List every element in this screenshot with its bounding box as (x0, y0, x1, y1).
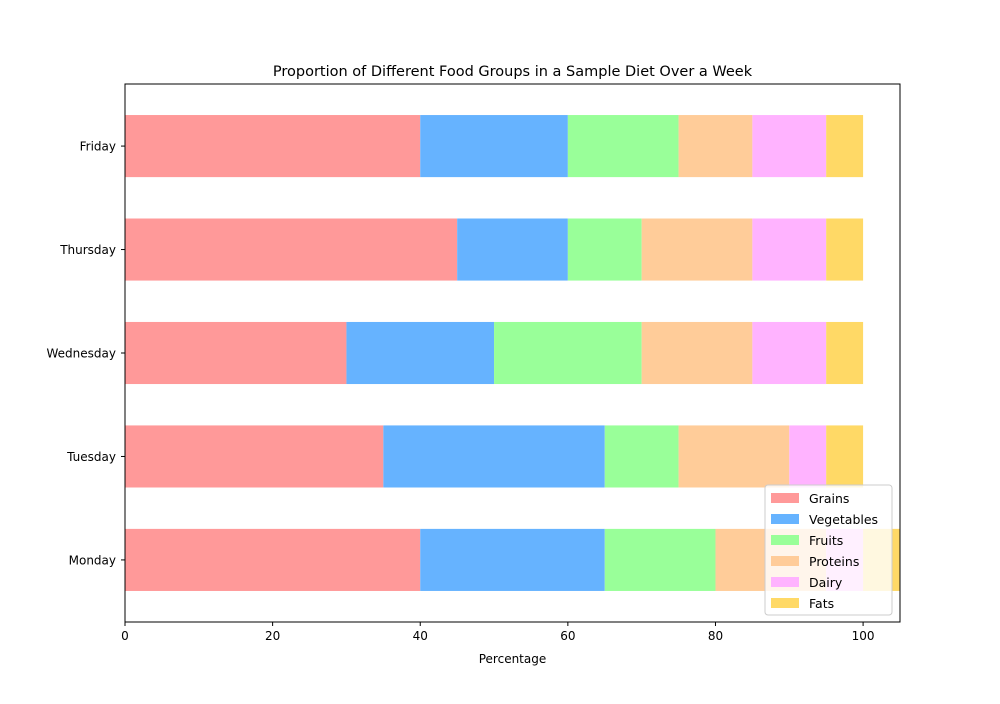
bar-proteins-thursday (641, 218, 753, 281)
x-axis: 0 20 40 60 80 100 (121, 622, 875, 643)
bar-fats-thursday (826, 218, 864, 281)
legend-swatch-vegetables (771, 514, 799, 524)
x-tick-label-20: 20 (265, 629, 280, 643)
legend-swatch-proteins (771, 556, 799, 566)
legend-label-fruits: Fruits (809, 533, 843, 548)
bar-fruits-thursday (567, 218, 642, 281)
bar-fats-tuesday (826, 425, 864, 488)
bar-grains-tuesday (125, 425, 384, 488)
bar-grains-wednesday (125, 321, 347, 385)
bar-proteins-friday (678, 115, 753, 178)
bar-vegetables-wednesday (346, 321, 495, 385)
chart-title: Proportion of Different Food Groups in a… (273, 64, 753, 80)
legend-label-grains: Grains (809, 491, 849, 506)
bar-fruits-tuesday (604, 425, 679, 488)
bar-proteins-tuesday (678, 425, 790, 488)
bar-fruits-monday (604, 528, 716, 591)
bar-fats-wednesday (826, 321, 864, 385)
x-tick-label-100: 100 (852, 629, 875, 643)
bar-grains-friday (125, 115, 421, 178)
bar-proteins-wednesday (641, 321, 753, 385)
legend-label-fats: Fats (809, 596, 834, 611)
bar-vegetables-thursday (457, 218, 568, 281)
legend: Grains Vegetables Fruits Proteins Dairy Fats (764, 484, 893, 616)
legend-swatch-grains (771, 493, 799, 503)
y-tick-label-thursday: Thursday (59, 243, 116, 257)
bar-dairy-thursday (752, 218, 827, 281)
y-tick-label-wednesday: Wednesday (47, 347, 116, 361)
legend-swatch-fruits (771, 535, 799, 545)
bar-fruits-friday (567, 115, 679, 178)
legend-swatch-dairy (771, 577, 799, 587)
legend-swatch-fats (771, 598, 799, 608)
y-axis: Monday Tuesday Wednesday Thursday Friday (47, 140, 125, 567)
x-tick-label-40: 40 (413, 629, 428, 643)
bar-grains-thursday (125, 218, 458, 281)
bar-fats-friday (826, 115, 864, 178)
x-axis-label: Percentage (479, 652, 547, 666)
bar-dairy-friday (752, 115, 827, 178)
legend-label-dairy: Dairy (809, 575, 843, 590)
bar-grains-monday (125, 528, 421, 591)
bar-dairy-wednesday (752, 321, 827, 385)
bar-vegetables-tuesday (383, 425, 605, 488)
bar-vegetables-friday (420, 115, 568, 178)
legend-label-vegetables: Vegetables (809, 512, 878, 527)
y-tick-label-monday: Monday (69, 553, 116, 567)
bar-vegetables-monday (420, 528, 605, 591)
legend-label-proteins: Proteins (809, 554, 859, 569)
bar-fruits-wednesday (494, 321, 642, 385)
x-tick-label-0: 0 (121, 629, 129, 643)
x-tick-label-80: 80 (708, 629, 723, 643)
x-tick-label-60: 60 (560, 629, 575, 643)
y-tick-label-friday: Friday (80, 140, 116, 154)
y-tick-label-tuesday: Tuesday (66, 450, 116, 464)
bar-dairy-tuesday (789, 425, 827, 488)
